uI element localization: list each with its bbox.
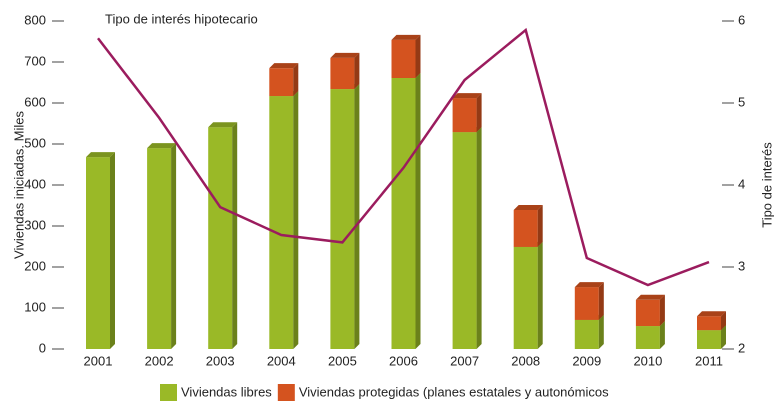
bar — [208, 127, 233, 349]
bar — [147, 148, 172, 349]
y-tick-label: 700 — [24, 53, 46, 68]
x-tick-label: 2006 — [389, 353, 418, 368]
y2-tick-label: 5 — [738, 94, 745, 109]
y-tick-label: 300 — [24, 217, 46, 232]
x-tick-label: 2007 — [450, 353, 479, 368]
bar-top — [391, 34, 421, 40]
y-tick-label: 400 — [24, 176, 46, 191]
bar-top — [147, 143, 177, 149]
bar-side — [537, 241, 543, 349]
x-tick-label: 2005 — [328, 353, 357, 368]
y-axis-label: Viviendas iniciadas. Miles — [11, 111, 26, 259]
legend-label: Viviendas protegidas (planes estatales y… — [299, 384, 609, 399]
bar-side — [659, 294, 665, 327]
bar-top — [208, 122, 238, 128]
x-tick-label: 2003 — [206, 353, 235, 368]
bar — [269, 96, 294, 349]
bar-top — [330, 52, 360, 58]
bar-side — [293, 91, 299, 349]
bar-side — [659, 321, 665, 349]
bar-side — [354, 52, 360, 90]
x-tick-label: 2001 — [84, 353, 113, 368]
bar — [452, 98, 477, 133]
bar-side — [171, 143, 177, 349]
y2-axis-label: Tipo de interés — [759, 142, 774, 228]
bar-side — [598, 314, 604, 349]
y2-tick-label: 6 — [738, 12, 745, 27]
x-tick-label: 2009 — [572, 353, 601, 368]
bar-side — [354, 84, 360, 349]
legend-swatch — [277, 384, 295, 401]
bar-top — [86, 152, 115, 158]
bar-side — [415, 72, 421, 350]
line-annotation: Tipo de interés hipotecario — [105, 11, 258, 26]
x-tick-label: 2004 — [267, 353, 296, 368]
bar — [697, 330, 721, 349]
bar-side — [415, 34, 421, 78]
bar — [574, 287, 599, 320]
legend-label: Viviendas libres — [181, 384, 272, 399]
bar — [330, 57, 355, 90]
bar-side — [476, 93, 482, 133]
bar — [513, 246, 538, 349]
bar-side — [476, 127, 482, 349]
x-tick-label: 2010 — [633, 353, 662, 368]
bar-side — [721, 311, 726, 331]
bar-top — [635, 294, 665, 300]
bar — [269, 68, 294, 97]
bar-side — [293, 63, 299, 97]
bar-side — [110, 152, 115, 349]
bar — [330, 89, 355, 349]
y2-tick-label: 2 — [738, 340, 745, 355]
y-tick-label: 500 — [24, 135, 46, 150]
y-tick-label: 100 — [24, 299, 46, 314]
y-tick-label: 600 — [24, 94, 46, 109]
bar — [86, 157, 110, 349]
legend-swatch — [160, 384, 177, 401]
bar — [513, 210, 538, 247]
y-tick-label: 800 — [24, 12, 46, 27]
bar — [574, 319, 599, 349]
bar-side — [598, 282, 604, 320]
bar — [635, 326, 660, 349]
bar — [452, 132, 477, 349]
bar — [635, 299, 660, 327]
y-tick-label: 200 — [24, 258, 46, 273]
bar-top — [513, 205, 543, 211]
y2-tick-label: 4 — [738, 176, 745, 191]
bar-top — [269, 63, 299, 69]
bar — [391, 77, 416, 350]
bar — [697, 316, 721, 331]
x-tick-label: 2008 — [511, 353, 540, 368]
line — [97, 27, 710, 287]
bar-top — [452, 93, 482, 99]
bar-side — [232, 122, 238, 349]
y2-tick-label: 3 — [738, 258, 745, 273]
bar-side — [721, 325, 726, 349]
x-tick-label: 2002 — [145, 353, 174, 368]
x-tick-label: 2011 — [695, 353, 723, 368]
bar-top — [574, 282, 604, 288]
y-tick-label: 0 — [39, 340, 46, 355]
bar-side — [537, 205, 543, 247]
bar — [391, 39, 416, 78]
bar-top — [697, 311, 726, 317]
